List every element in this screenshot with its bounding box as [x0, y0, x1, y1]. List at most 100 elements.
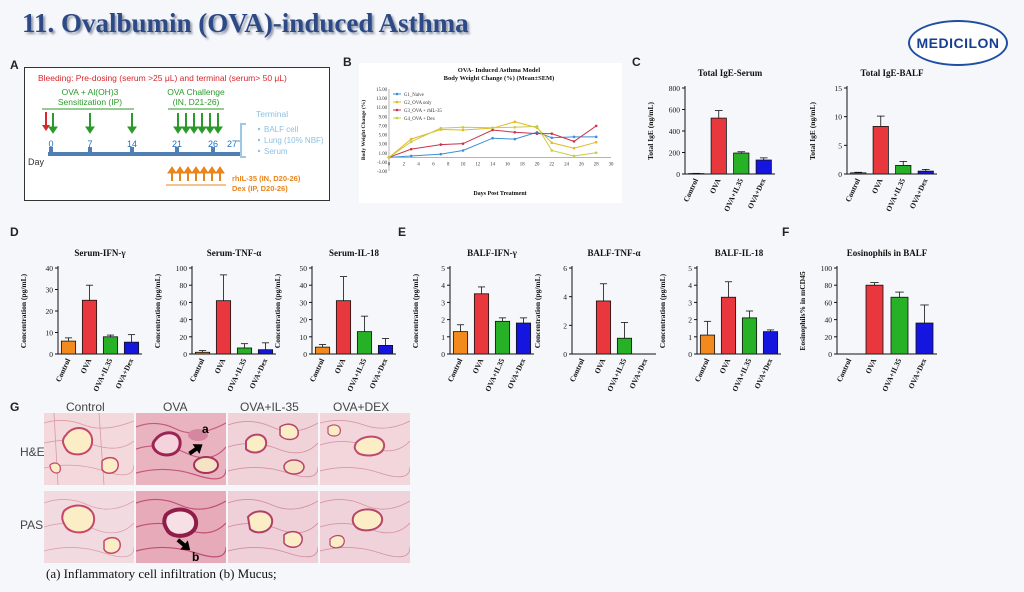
x-tick-label: OVA+Dex: [906, 357, 928, 390]
series-point-3: [491, 126, 494, 130]
series-point-1: [461, 128, 465, 132]
y-tick-label: 5: [441, 264, 445, 273]
y-tick-label: 0: [838, 170, 842, 179]
x-tick-label: OVA+Dex: [746, 177, 768, 210]
y-axis-label: Concentration (pg/mL): [533, 273, 542, 348]
histo-pas-ova: b: [136, 491, 226, 563]
treatment-arrows-orange: [167, 166, 225, 181]
bar-ova: [872, 126, 889, 175]
y-tick-label: 0: [563, 350, 567, 359]
legend-marker-1: [395, 100, 399, 104]
y-axis-label: Concentration (pg/mL): [153, 273, 162, 348]
bar-ova-il35: [733, 152, 750, 175]
panel-label-b: B: [343, 55, 352, 69]
bar-ova-dex: [257, 349, 274, 355]
y-tick-label: 2: [441, 316, 445, 325]
terminal-title: Terminal: [256, 109, 288, 119]
bar-ova: [215, 300, 232, 355]
bar-ova-dex: [123, 341, 140, 355]
y-tick-label: 9.00: [379, 115, 388, 120]
y-tick-label: 60: [825, 298, 833, 307]
series-point-2: [513, 130, 517, 134]
y-tick-label: 100: [821, 264, 833, 273]
balf-ifn-gamma-bar-chart: BALF-IFN-γ Concentration (pg/mL) 0 1 2 3 4 5 Con…: [411, 248, 534, 393]
bar-control: [452, 331, 469, 355]
histo-pas-control: [44, 491, 134, 563]
y-tick-label: 0: [828, 350, 832, 359]
bar-ova: [335, 300, 352, 355]
x-tick-label: OVA+Dex: [752, 357, 774, 390]
y-tick-label: 5.00: [379, 134, 388, 139]
x-tick-label: Control: [568, 357, 587, 383]
series-line-3: [388, 125, 597, 158]
histo-he-ova-il35: [228, 413, 318, 485]
y-tick-label: 40: [180, 316, 188, 325]
series-point-3: [513, 125, 517, 129]
terminal-item-balf: BALF cell: [264, 125, 298, 134]
x-tick-label: OVA+Dex: [113, 357, 135, 390]
dosing-arrows-green: [48, 113, 223, 134]
legend-label-3: G4_OVA + Dex: [404, 117, 435, 122]
y-tick-label: 6: [563, 264, 567, 273]
x-tick-label: 14: [490, 162, 495, 167]
y-axis-label: Total IgE (ng/mL): [646, 101, 655, 160]
y-tick-label: 1: [441, 333, 445, 342]
challenge-line-2: (IN, D21-26): [173, 97, 220, 107]
series-line-1: [388, 121, 597, 158]
balf-il18-bar-chart: BALF-IL-18 Concentration (pg/mL) 0 1 2 3 4 5 Con…: [658, 248, 781, 393]
y-tick-label: 4: [563, 293, 567, 302]
y-tick-label: 15.00: [376, 88, 387, 93]
legend-label-2: G3_OVA + rhIL-35: [404, 109, 442, 114]
y-tick-label: 0: [441, 350, 445, 359]
day-14: 14: [127, 139, 137, 149]
chart-title: BALF-TNF-α: [587, 248, 640, 258]
x-tick-label: 12: [475, 162, 480, 167]
bar-ova-dex: [917, 170, 934, 175]
terminal-item-serum: Serum: [264, 147, 288, 156]
series-point-2: [594, 124, 598, 128]
terminal-item-lung: Lung (10% NBF): [264, 136, 324, 145]
y-tick-label: 20: [825, 333, 833, 342]
series-point-2: [461, 142, 465, 145]
panel-label-e: E: [398, 225, 407, 239]
series-point-1: [572, 146, 576, 150]
panel-label-f: F: [782, 225, 790, 239]
treatment-dex: Dex (IP, D20-26): [232, 184, 288, 193]
series-point-0: [491, 136, 494, 140]
histology-caption: (a) Inflammatory cell infiltration (b) M…: [46, 566, 277, 581]
balf-tnf-alpha-bar-chart: BALF-TNF-α Concentration (pg/mL) 0 2 4 6 Contr…: [533, 248, 656, 393]
y-tick-label: 40: [46, 264, 54, 273]
x-tick-label: OVA+Dex: [908, 177, 930, 210]
y-tick-label: 40: [825, 316, 833, 325]
bar-ova-il35: [741, 317, 758, 355]
x-tick-label: OVA+IL35: [225, 357, 248, 393]
chart-title: OVA- Induced Asthma Model: [458, 67, 541, 74]
x-tick-label: OVA+IL35: [884, 177, 907, 213]
x-tick-label: OVA: [870, 177, 885, 196]
series-point-0: [461, 149, 465, 152]
x-tick-label: Control: [54, 357, 73, 383]
series-point-1: [409, 137, 413, 141]
y-axis-label: Concentration (pg/mL): [19, 273, 28, 348]
histo-col-ova-dex: OVA+DEX: [333, 400, 390, 414]
bar-ova-il35: [895, 165, 912, 175]
y-tick-label: 80: [825, 281, 833, 290]
series-line-2: [388, 125, 597, 158]
x-tick-label: OVA: [708, 177, 723, 196]
eosinophils-bar-chart: Eosinophils in BALF Eosinophils% in mCD45…: [798, 248, 937, 393]
x-tick-label: OVA+IL35: [730, 357, 753, 393]
x-tick-label: 24: [564, 162, 569, 167]
y-tick-label: 3: [688, 298, 692, 307]
bar-ova-dex: [515, 322, 532, 355]
series-point-3: [550, 149, 554, 152]
day-21: 21: [172, 139, 182, 149]
bar-ova-il35: [102, 336, 119, 355]
bar-ova: [720, 296, 737, 355]
x-tick-label: OVA+IL35: [483, 357, 506, 393]
y-tick-label: -1.00: [377, 161, 388, 166]
legend-label-1: G2_OVA only: [404, 101, 432, 106]
x-tick-label: 18: [520, 162, 525, 167]
y-tick-label: 0: [183, 350, 187, 359]
histo-col-control: Control: [66, 400, 105, 414]
